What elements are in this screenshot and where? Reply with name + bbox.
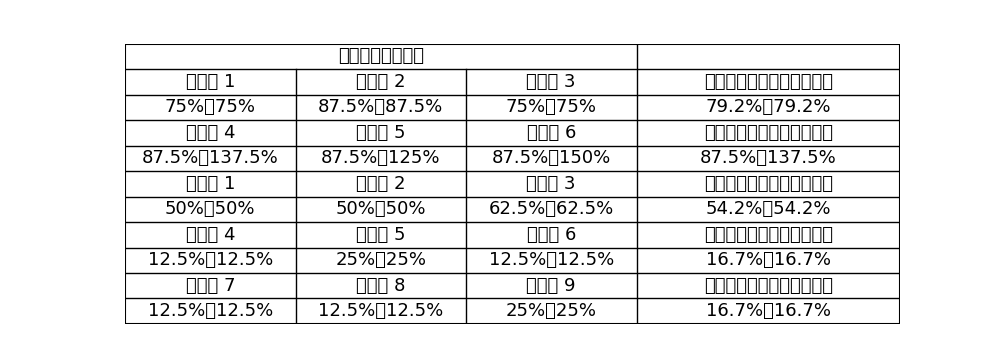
Text: 对比例 9: 对比例 9 (526, 277, 576, 295)
Text: 87.5%、125%: 87.5%、125% (321, 149, 440, 167)
Text: 16.7%、16.7%: 16.7%、16.7% (706, 302, 831, 320)
Text: 发芽率、萝发比率: 发芽率、萝发比率 (338, 47, 424, 66)
Text: 12.5%、12.5%: 12.5%、12.5% (489, 251, 614, 269)
Text: 87.5%、87.5%: 87.5%、87.5% (318, 98, 443, 116)
Text: 实施例 4: 实施例 4 (186, 124, 235, 142)
Text: 12.5%、12.5%: 12.5%、12.5% (148, 302, 273, 320)
Text: 实施例 1: 实施例 1 (186, 73, 235, 91)
Text: 平均发芽率、平均萝发比率: 平均发芽率、平均萝发比率 (704, 277, 833, 295)
Text: 54.2%、54.2%: 54.2%、54.2% (706, 200, 831, 218)
Text: 87.5%、150%: 87.5%、150% (492, 149, 611, 167)
Text: 25%、25%: 25%、25% (335, 251, 426, 269)
Text: 87.5%、137.5%: 87.5%、137.5% (700, 149, 837, 167)
Text: 对比例 5: 对比例 5 (356, 226, 406, 244)
Text: 75%、75%: 75%、75% (165, 98, 256, 116)
Text: 平均发芽率、平均萝发比率: 平均发芽率、平均萝发比率 (704, 73, 833, 91)
Text: 平均发芽率、平均萝发比率: 平均发芽率、平均萝发比率 (704, 175, 833, 193)
Text: 对比例 6: 对比例 6 (527, 226, 576, 244)
Text: 12.5%、12.5%: 12.5%、12.5% (318, 302, 443, 320)
Text: 平均发芽率、平均萝发比率: 平均发芽率、平均萝发比率 (704, 226, 833, 244)
Text: 79.2%、79.2%: 79.2%、79.2% (706, 98, 831, 116)
Text: 平均发芽率、平均萝发比率: 平均发芽率、平均萝发比率 (704, 124, 833, 142)
Text: 25%、25%: 25%、25% (506, 302, 597, 320)
Text: 87.5%、137.5%: 87.5%、137.5% (142, 149, 279, 167)
Text: 50%、50%: 50%、50% (165, 200, 256, 218)
Text: 对比例 4: 对比例 4 (186, 226, 235, 244)
Text: 16.7%、16.7%: 16.7%、16.7% (706, 251, 831, 269)
Text: 62.5%、62.5%: 62.5%、62.5% (489, 200, 614, 218)
Text: 实施例 2: 实施例 2 (356, 73, 406, 91)
Text: 对比例 8: 对比例 8 (356, 277, 405, 295)
Text: 对比例 7: 对比例 7 (186, 277, 235, 295)
Text: 实施例 3: 实施例 3 (526, 73, 576, 91)
Text: 50%、50%: 50%、50% (336, 200, 426, 218)
Text: 实施例 5: 实施例 5 (356, 124, 406, 142)
Text: 对比例 3: 对比例 3 (526, 175, 576, 193)
Text: 实施例 6: 实施例 6 (527, 124, 576, 142)
Text: 对比例 1: 对比例 1 (186, 175, 235, 193)
Text: 12.5%、12.5%: 12.5%、12.5% (148, 251, 273, 269)
Text: 对比例 2: 对比例 2 (356, 175, 406, 193)
Text: 75%、75%: 75%、75% (506, 98, 597, 116)
